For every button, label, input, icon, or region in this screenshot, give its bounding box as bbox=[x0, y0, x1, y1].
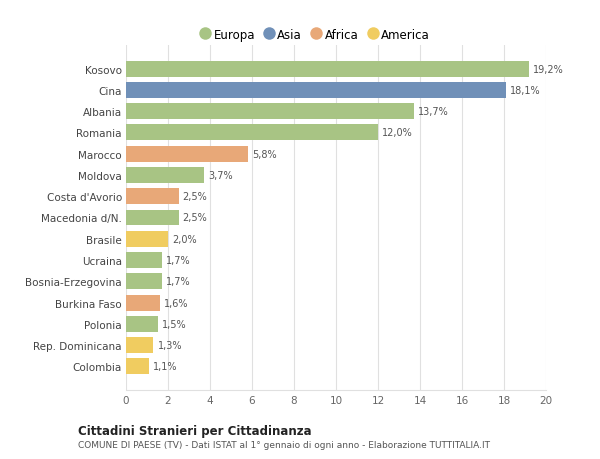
Bar bbox=[126, 168, 204, 184]
Text: 2,0%: 2,0% bbox=[172, 234, 197, 244]
Text: Cittadini Stranieri per Cittadinanza: Cittadini Stranieri per Cittadinanza bbox=[78, 424, 311, 437]
Legend: Europa, Asia, Africa, America: Europa, Asia, Africa, America bbox=[196, 24, 434, 47]
Text: 2,5%: 2,5% bbox=[182, 192, 208, 202]
Text: 1,6%: 1,6% bbox=[164, 298, 188, 308]
Bar bbox=[126, 146, 248, 162]
Bar bbox=[126, 274, 162, 290]
Text: 13,7%: 13,7% bbox=[418, 107, 449, 117]
Text: 18,1%: 18,1% bbox=[510, 86, 541, 96]
Text: 3,7%: 3,7% bbox=[208, 171, 233, 180]
Text: 19,2%: 19,2% bbox=[533, 65, 564, 74]
Text: COMUNE DI PAESE (TV) - Dati ISTAT al 1° gennaio di ogni anno - Elaborazione TUTT: COMUNE DI PAESE (TV) - Dati ISTAT al 1° … bbox=[78, 441, 490, 449]
Bar bbox=[126, 125, 378, 141]
Bar bbox=[126, 337, 154, 353]
Bar bbox=[126, 62, 529, 78]
Bar bbox=[126, 189, 179, 205]
Bar bbox=[126, 104, 414, 120]
Text: 1,5%: 1,5% bbox=[162, 319, 187, 329]
Bar bbox=[126, 83, 506, 99]
Text: 1,7%: 1,7% bbox=[166, 277, 191, 287]
Text: 1,7%: 1,7% bbox=[166, 256, 191, 265]
Text: 5,8%: 5,8% bbox=[252, 149, 277, 159]
Bar bbox=[126, 231, 168, 247]
Text: 1,3%: 1,3% bbox=[157, 340, 182, 350]
Bar bbox=[126, 252, 162, 269]
Bar bbox=[126, 316, 157, 332]
Bar bbox=[126, 358, 149, 375]
Bar bbox=[126, 295, 160, 311]
Text: 1,1%: 1,1% bbox=[154, 362, 178, 371]
Text: 12,0%: 12,0% bbox=[382, 128, 413, 138]
Text: 2,5%: 2,5% bbox=[182, 213, 208, 223]
Bar bbox=[126, 210, 179, 226]
